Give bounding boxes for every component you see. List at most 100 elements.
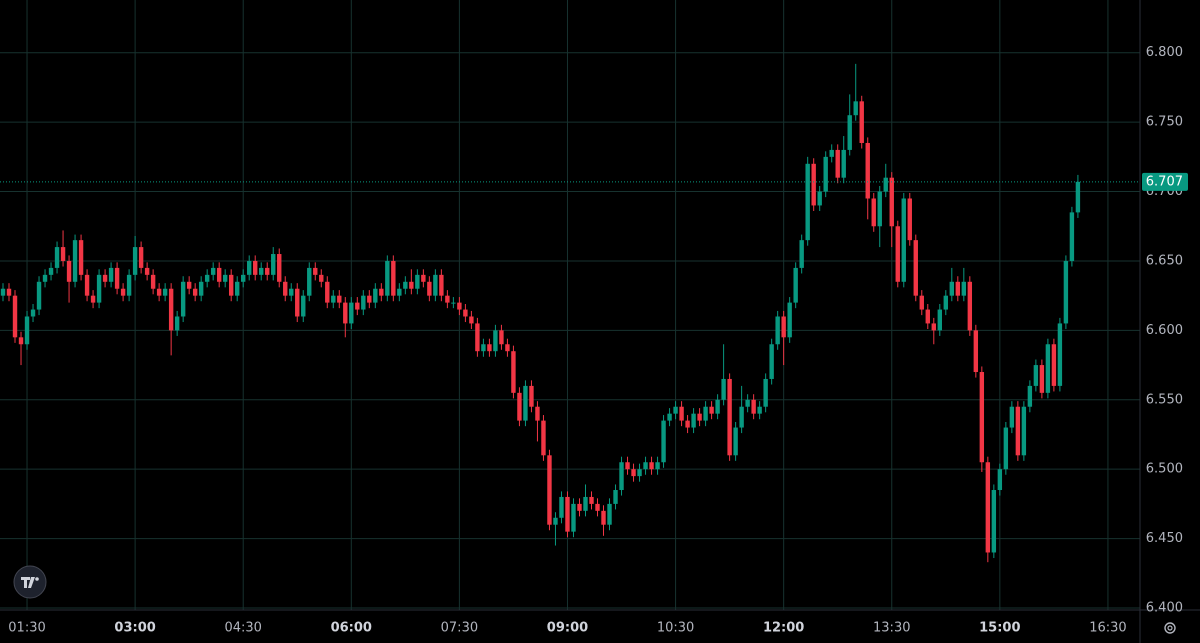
candle-body bbox=[805, 163, 810, 241]
candle-body bbox=[132, 247, 138, 275]
candle-body bbox=[523, 385, 528, 421]
candle-body bbox=[72, 240, 78, 282]
candle-body bbox=[685, 420, 690, 428]
candle-body bbox=[295, 288, 300, 317]
candle-body bbox=[439, 274, 444, 296]
candle-body bbox=[535, 406, 540, 421]
candle-body bbox=[247, 260, 252, 275]
candle-body bbox=[6, 288, 12, 296]
y-tick-label: 6.400 bbox=[1146, 601, 1183, 616]
settings-icon[interactable] bbox=[1164, 622, 1176, 634]
candle-body bbox=[186, 281, 192, 289]
candle-body bbox=[925, 309, 930, 324]
candle-body bbox=[114, 267, 120, 289]
candle-body bbox=[391, 260, 396, 296]
candle-body bbox=[577, 503, 582, 511]
candle-body bbox=[949, 281, 955, 296]
candle-body bbox=[565, 496, 570, 532]
candle-body bbox=[547, 455, 552, 525]
candle-body bbox=[781, 316, 786, 338]
candle-body bbox=[943, 295, 948, 310]
candle-body bbox=[234, 281, 240, 296]
y-tick-label: 6.450 bbox=[1146, 531, 1183, 546]
candle-body bbox=[385, 260, 390, 296]
candle-body bbox=[301, 295, 306, 317]
candle-body bbox=[499, 330, 504, 345]
candle-body bbox=[967, 281, 973, 331]
x-tick-label: 03:00 bbox=[114, 621, 155, 636]
x-tick-label: 06:00 bbox=[331, 621, 372, 636]
candle-body bbox=[156, 288, 162, 296]
candle-body bbox=[847, 115, 852, 150]
candle-body bbox=[937, 309, 942, 331]
candle-body bbox=[931, 323, 936, 331]
candle-body bbox=[138, 247, 144, 268]
candle-body bbox=[90, 295, 96, 303]
candle-body bbox=[823, 156, 828, 192]
candle-body bbox=[997, 469, 1003, 491]
candle-body bbox=[36, 281, 42, 310]
candle-body bbox=[913, 240, 918, 296]
candle-body bbox=[715, 399, 720, 414]
candle-body bbox=[445, 295, 450, 303]
last-price-label: 6.707 bbox=[1146, 174, 1183, 189]
candle-body bbox=[667, 413, 672, 421]
candle-body bbox=[955, 281, 961, 296]
candle-body bbox=[289, 288, 294, 296]
gear-outer[interactable] bbox=[1164, 622, 1176, 634]
candle-body bbox=[1015, 406, 1021, 456]
candle-body bbox=[1003, 427, 1009, 470]
candle-body bbox=[210, 267, 216, 275]
candle-body bbox=[517, 392, 522, 421]
candle-body bbox=[397, 288, 402, 296]
candle-body bbox=[475, 323, 480, 352]
candle-body bbox=[259, 267, 264, 275]
candle-body bbox=[991, 490, 997, 553]
candle-body bbox=[721, 378, 726, 400]
axes: 6.4006.4506.5006.5506.6006.6506.7006.750… bbox=[8, 45, 1188, 636]
candle-body bbox=[150, 274, 156, 289]
candle-body bbox=[691, 413, 696, 428]
candle-body bbox=[541, 420, 546, 456]
candle-body bbox=[307, 267, 312, 296]
logo bbox=[13, 565, 47, 599]
gear-inner[interactable] bbox=[1167, 625, 1173, 631]
candle-body bbox=[661, 420, 666, 463]
candle-body bbox=[1075, 181, 1081, 213]
candle-body bbox=[595, 503, 600, 511]
candle-body bbox=[709, 406, 714, 414]
candle-body bbox=[325, 281, 330, 303]
candle-body bbox=[859, 101, 864, 143]
y-tick-label: 6.800 bbox=[1146, 45, 1183, 60]
candle-body bbox=[84, 274, 90, 296]
candle-body bbox=[427, 281, 432, 296]
candle-body bbox=[637, 469, 642, 477]
candle-body bbox=[403, 281, 408, 289]
candle-body bbox=[505, 344, 510, 352]
candle-body bbox=[54, 247, 60, 268]
candle-body bbox=[180, 281, 186, 317]
x-tick-label: 04:30 bbox=[224, 621, 261, 636]
candle-body bbox=[919, 295, 924, 310]
candle-body bbox=[901, 198, 906, 282]
candle-body bbox=[883, 177, 888, 192]
candle-body bbox=[60, 247, 66, 261]
candle-body bbox=[493, 330, 498, 352]
candle-body bbox=[1045, 344, 1051, 393]
candle-body bbox=[589, 496, 594, 504]
candle-body bbox=[469, 316, 474, 324]
candle-body bbox=[553, 517, 558, 525]
candle-body bbox=[241, 274, 246, 282]
y-tick-label: 6.550 bbox=[1146, 392, 1183, 407]
candle-body bbox=[679, 406, 684, 421]
candle-body bbox=[355, 302, 360, 310]
candle-body bbox=[12, 295, 18, 338]
candle-body bbox=[421, 274, 426, 282]
candle-body bbox=[373, 288, 378, 303]
candle-body bbox=[66, 260, 72, 282]
candle-body bbox=[511, 351, 516, 393]
candle-body bbox=[775, 316, 780, 345]
candle-body bbox=[42, 274, 48, 282]
candle-body bbox=[96, 274, 102, 303]
